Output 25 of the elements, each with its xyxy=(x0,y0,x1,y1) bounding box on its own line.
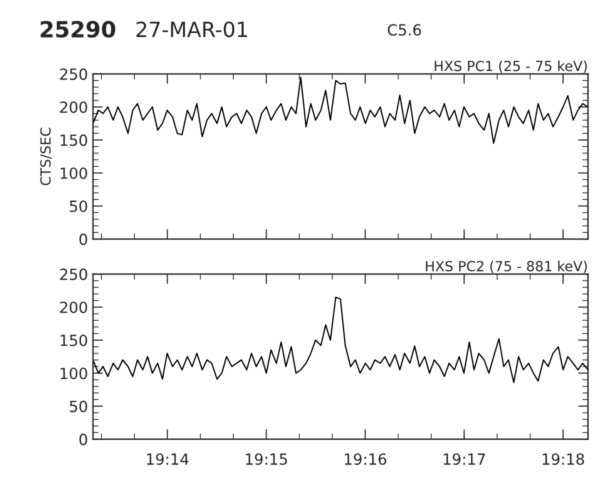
x-tick-label: 19:16 xyxy=(344,453,386,465)
y-tick-label: 250 xyxy=(60,268,88,280)
y-tick-label: 200 xyxy=(60,302,88,314)
chart-title: HXS PC1 (25 - 75 keV) xyxy=(434,60,587,73)
y-tick-label: 100 xyxy=(60,167,88,180)
text: 27-MAR-01 xyxy=(136,21,247,38)
y-axis-title: CTS/SEC xyxy=(40,128,52,186)
line-series xyxy=(93,296,588,384)
x-tick-label: 19:14 xyxy=(147,453,189,465)
y-tick-label: 0 xyxy=(79,234,88,246)
chart-title: HXS PC2 (75 - 881 keV) xyxy=(426,260,587,274)
y-tick-label: 150 xyxy=(60,334,88,346)
line-series xyxy=(93,76,588,144)
text: 25290 xyxy=(40,20,116,38)
x-tick-label: 19:18 xyxy=(542,453,584,465)
y-tick-label: 200 xyxy=(60,101,88,113)
y-tick-label: 150 xyxy=(60,134,88,146)
text: C5.6 xyxy=(388,24,422,36)
x-tick-label: 19:15 xyxy=(246,453,287,465)
y-tick-label: 250 xyxy=(60,68,88,80)
y-tick-label: 0 xyxy=(79,434,88,446)
y-tick-label: 100 xyxy=(60,368,88,380)
y-tick-label: 50 xyxy=(70,400,88,412)
x-tick-label: 19:17 xyxy=(444,453,485,465)
y-tick-label: 50 xyxy=(70,200,88,212)
